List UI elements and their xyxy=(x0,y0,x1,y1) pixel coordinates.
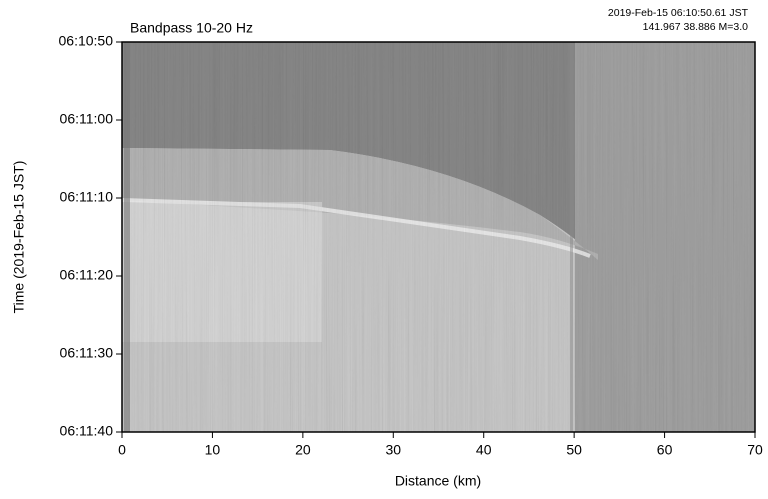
x-tick-label: 50 xyxy=(566,442,582,458)
y-tick-label: 06:10:50 xyxy=(59,33,114,49)
x-tick-label: 70 xyxy=(747,442,763,458)
y-tick-label: 06:11:20 xyxy=(60,267,114,283)
annotation: 141.967 38.886 M=3.0 xyxy=(643,21,749,33)
raster-image xyxy=(122,42,755,432)
chart-title: Bandpass 10-20 Hz xyxy=(130,20,253,36)
x-tick-label: 30 xyxy=(385,442,401,458)
y-tick-label: 06:11:40 xyxy=(60,423,114,439)
y-tick-label: 06:11:00 xyxy=(60,111,114,127)
x-tick-label: 40 xyxy=(476,442,492,458)
x-tick-label: 10 xyxy=(205,442,221,458)
y-tick-label: 06:11:10 xyxy=(60,189,114,205)
x-tick-label: 20 xyxy=(295,442,311,458)
x-tick-label: 60 xyxy=(657,442,673,458)
annotation: 2019-Feb-15 06:10:50.61 JST xyxy=(608,7,749,19)
x-tick-label: 0 xyxy=(118,442,126,458)
y-tick-label: 06:11:30 xyxy=(60,345,114,361)
plot-frame xyxy=(121,41,756,433)
y-axis-label: Time (2019-Feb-15 JST) xyxy=(11,161,27,314)
x-axis-label: Distance (km) xyxy=(395,473,481,489)
